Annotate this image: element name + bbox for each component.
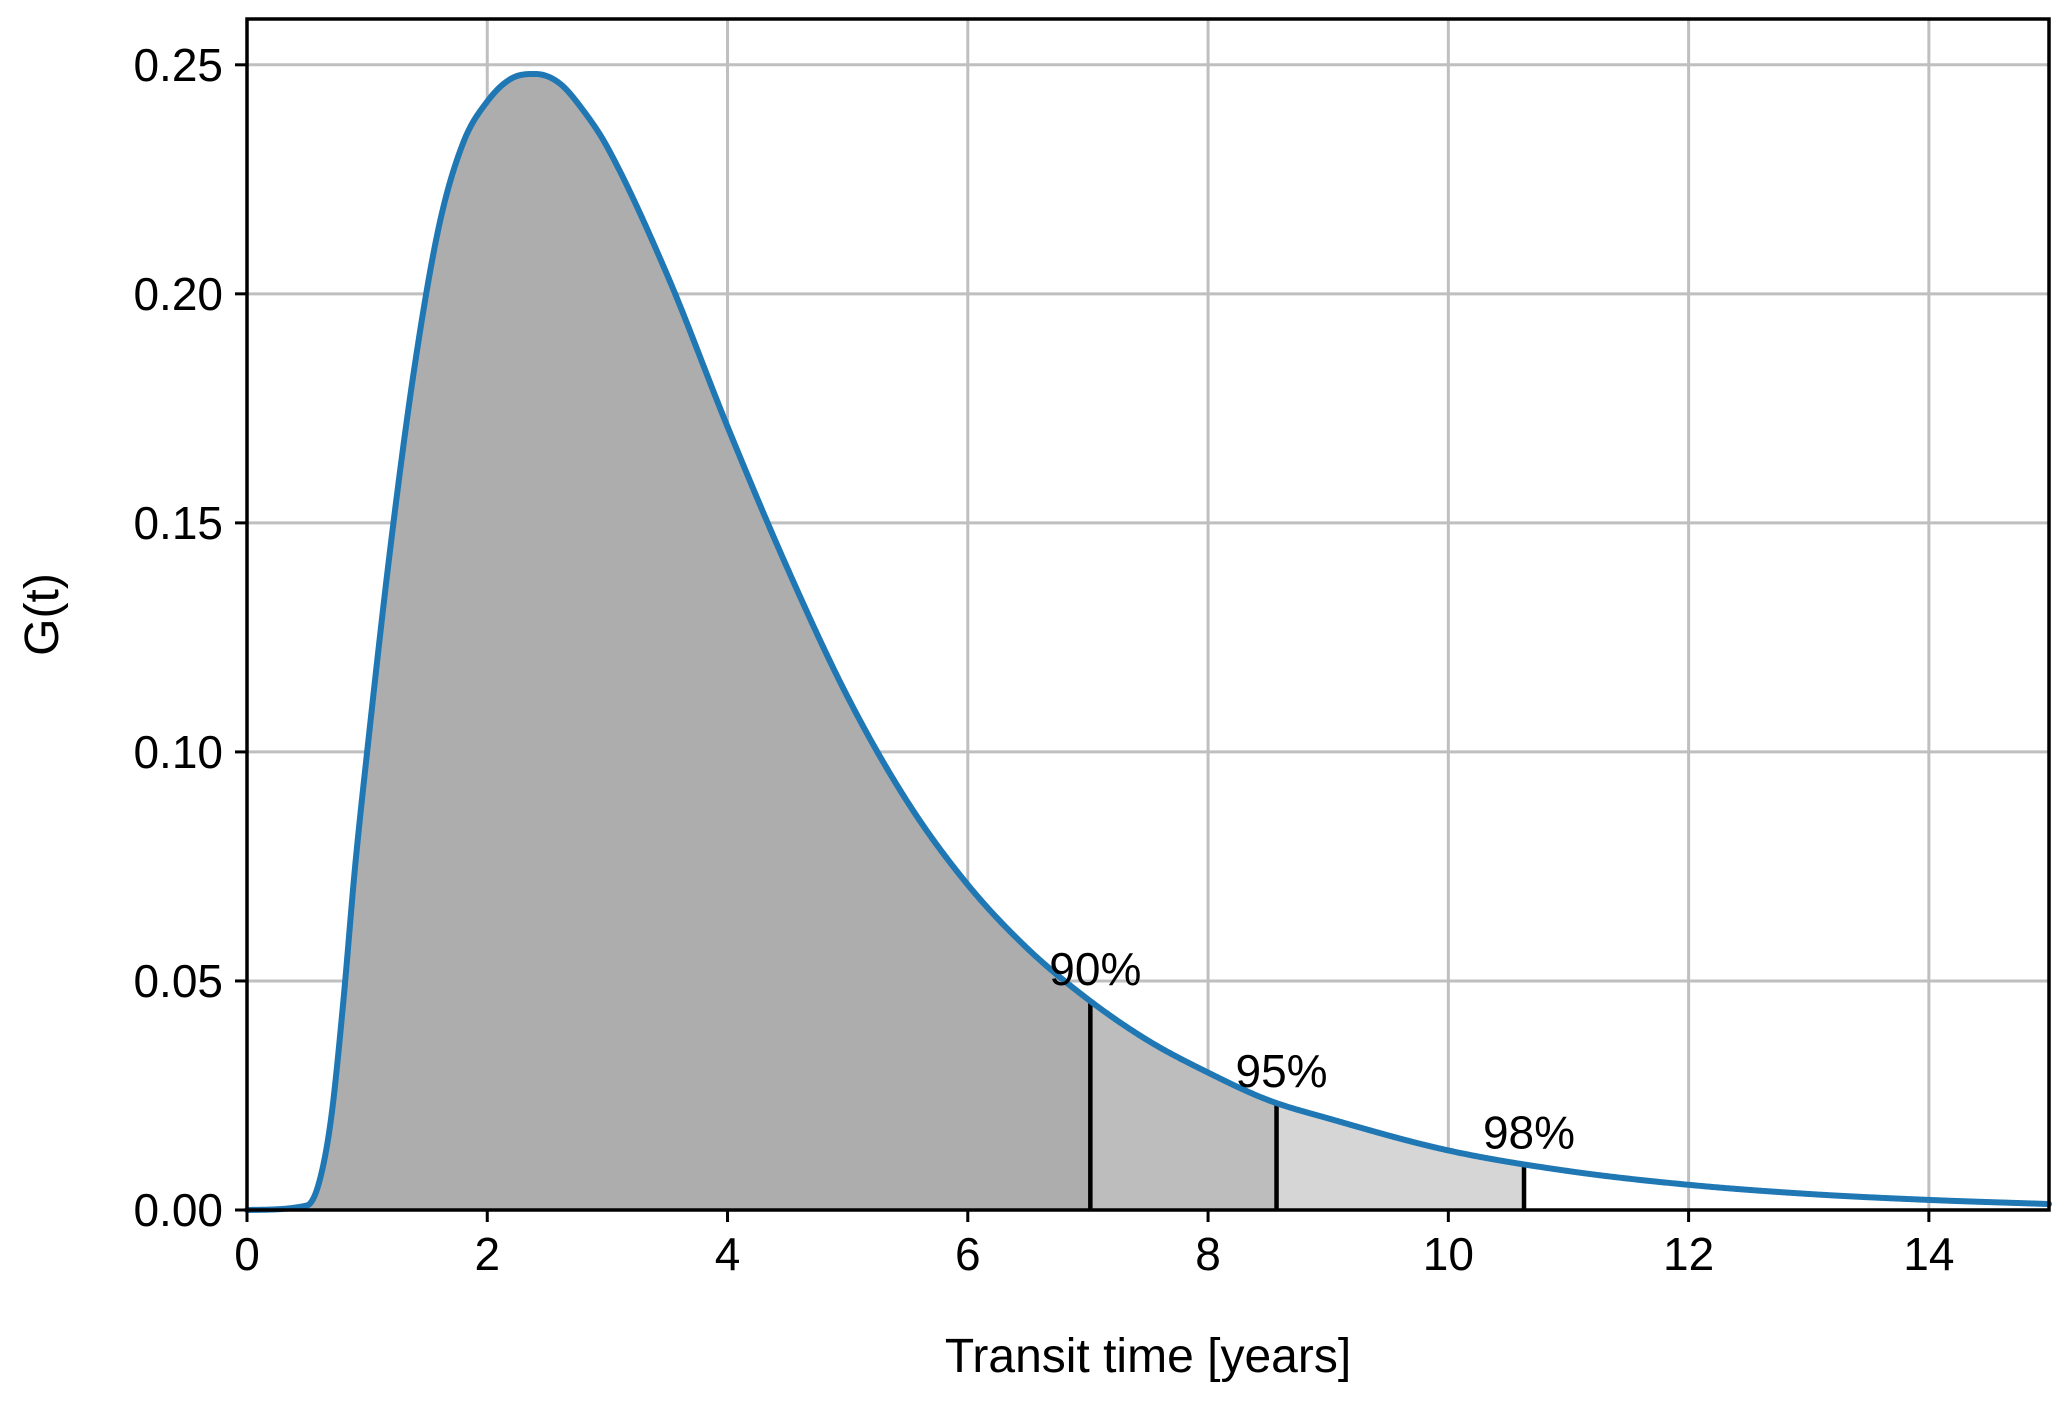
x-axis-ticks: 0 2 4 6 8 10 12 14 bbox=[234, 1210, 1954, 1280]
percentile-label: 95% bbox=[1236, 1045, 1328, 1097]
y-tick-label: 0.10 bbox=[133, 726, 223, 778]
series-group bbox=[244, 70, 2052, 1213]
x-tick-label: 2 bbox=[474, 1228, 500, 1280]
x-tick-label: 12 bbox=[1663, 1228, 1714, 1280]
x-tick-label: 14 bbox=[1903, 1228, 1954, 1280]
series-line bbox=[244, 70, 2052, 1213]
y-tick-label: 0.00 bbox=[133, 1184, 223, 1236]
x-tick-label: 0 bbox=[234, 1228, 260, 1280]
percentile-annotations: 90% 95% 98% bbox=[1049, 943, 1575, 1158]
percentile-label: 98% bbox=[1483, 1106, 1575, 1158]
percentile-label: 90% bbox=[1049, 943, 1141, 995]
shaded-region bbox=[1090, 1001, 1277, 1210]
y-tick-label: 0.25 bbox=[133, 39, 223, 91]
y-tick-label: 0.20 bbox=[133, 268, 223, 320]
x-tick-label: 10 bbox=[1423, 1228, 1474, 1280]
x-tick-label: 8 bbox=[1195, 1228, 1221, 1280]
percentile-markers bbox=[1088, 1001, 1527, 1210]
shaded-regions bbox=[247, 73, 1525, 1211]
x-tick-label: 4 bbox=[715, 1228, 741, 1280]
shaded-region bbox=[247, 73, 1091, 1211]
y-tick-label: 0.05 bbox=[133, 955, 223, 1007]
x-axis-label: Transit time [years] bbox=[945, 1330, 1351, 1383]
y-axis-ticks: 0.00 0.05 0.10 0.15 0.20 0.25 bbox=[133, 39, 247, 1236]
y-tick-label: 0.15 bbox=[133, 497, 223, 549]
y-axis-label: G(t) bbox=[16, 573, 69, 656]
shaded-region bbox=[1276, 1103, 1525, 1210]
x-tick-label: 6 bbox=[955, 1228, 981, 1280]
plot-frame bbox=[245, 17, 2051, 1212]
